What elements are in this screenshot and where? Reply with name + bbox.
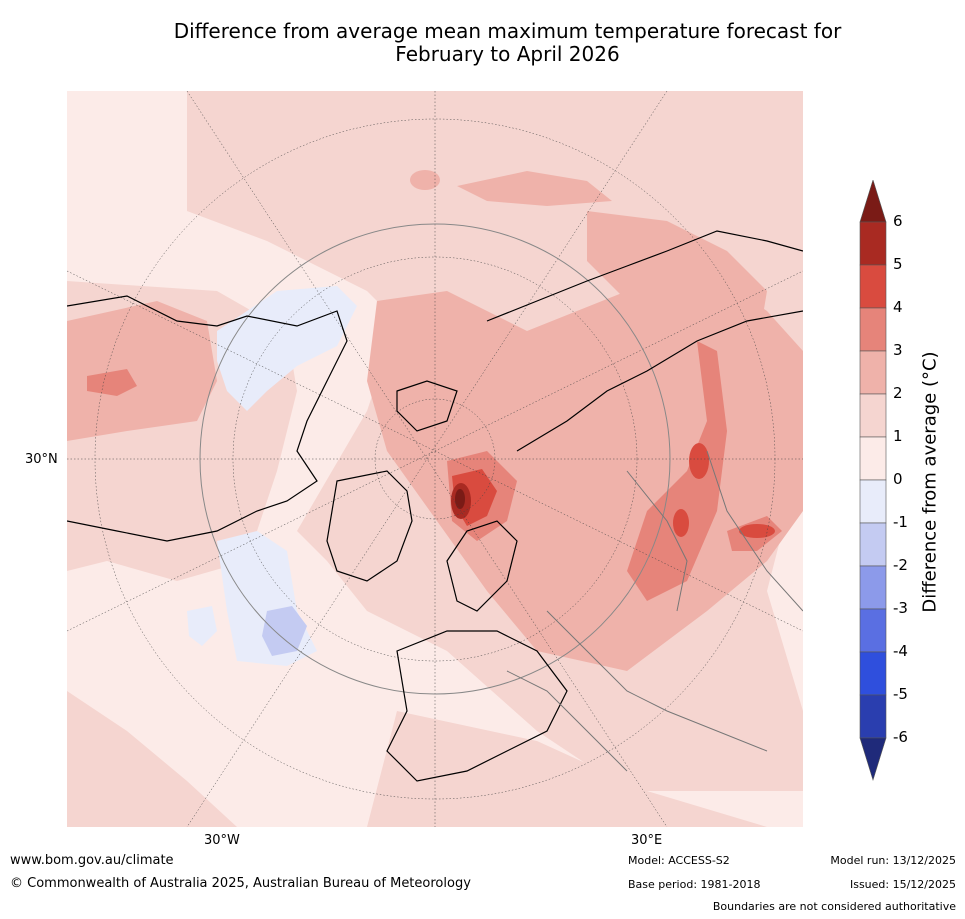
- latitude-30n-circle: [199, 223, 671, 695]
- coastline-north-america: [67, 295, 348, 542]
- colorbar-tick-label: 1: [893, 427, 903, 445]
- colorbar-band: [859, 307, 887, 352]
- footer-copyright: © Commonwealth of Australia 2025, Austra…: [10, 876, 471, 891]
- footer-url: www.bom.gov.au/climate: [10, 853, 174, 868]
- colorbar-band: [859, 608, 887, 653]
- colorbar-band: [859, 694, 887, 739]
- coastline-europe: [386, 630, 568, 782]
- colorbar-tick-label: -1: [893, 513, 908, 531]
- anomaly-zone-neg-1-2: [262, 606, 307, 656]
- title-line-1: Difference from average mean maximum tem…: [173, 19, 842, 43]
- anomaly-zone-2-3-west: [67, 301, 217, 441]
- anomaly-zone-2-3-small: [410, 170, 440, 190]
- colorbar-band: [859, 479, 887, 524]
- anomaly-zone-4-5-east-1: [689, 443, 709, 479]
- anomaly-zone-above-6: [455, 489, 465, 509]
- colorbar-tick-label: 2: [893, 384, 903, 402]
- colorbar-tick-label: 6: [893, 212, 903, 230]
- colorbar-tick-label: -3: [893, 599, 908, 617]
- colorbar-band: [859, 221, 887, 266]
- colorbar-label: Difference from average (°C): [919, 351, 941, 613]
- colorbar-band: [859, 651, 887, 696]
- anomaly-zone-4-5-east-3: [739, 524, 775, 538]
- colorbar-arrow-top: [859, 180, 887, 223]
- anomaly-zone-1-2-southeast: [367, 711, 767, 827]
- colorbar-band: [859, 350, 887, 395]
- colorbar-tick-label: 0: [893, 470, 903, 488]
- colorbar-band: [859, 522, 887, 567]
- anomaly-zone-3-4-west: [87, 369, 137, 396]
- colorbar-band: [859, 393, 887, 438]
- latitude-label-30n: 30°N: [25, 452, 58, 467]
- colorbar-band: [859, 565, 887, 610]
- coastlines: [67, 230, 803, 782]
- footer-issued: Issued: 15/12/2025: [849, 878, 956, 891]
- footer-boundaries-note: Boundaries are not considered authoritat…: [712, 900, 956, 913]
- anomaly-zone-3-4-east: [627, 341, 727, 601]
- colorbar-tick-label: 5: [893, 255, 903, 273]
- anomaly-zone-2-3-arctic: [367, 271, 803, 671]
- colorbar-tick-label: -6: [893, 728, 908, 746]
- colorbar-tick-label: 4: [893, 298, 903, 316]
- longitude-label-30e: 30°E: [631, 833, 663, 848]
- footer-base-period: Base period: 1981-2018: [628, 878, 761, 891]
- anomaly-zone-4-5-east-2: [673, 509, 689, 537]
- colorbar-tick-label: 3: [893, 341, 903, 359]
- colorbar-tick-label: -5: [893, 685, 908, 703]
- coastline-siberia: [486, 230, 803, 322]
- chart-title: Difference from average mean maximum tem…: [60, 20, 955, 66]
- forecast-map: [67, 91, 803, 827]
- colorbar-band: [859, 436, 887, 481]
- colorbar-arrow-bottom: [859, 737, 887, 782]
- anomaly-zone-1-2-south: [67, 691, 237, 827]
- coastline-greenland: [326, 470, 413, 582]
- colorbar-tick-label: -4: [893, 642, 908, 660]
- anomaly-zone-neg-0-1-small: [187, 606, 217, 646]
- footer-model: Model: ACCESS-S2: [628, 854, 730, 867]
- coastline-arctic-islands: [396, 380, 458, 432]
- footer-model-run: Model run: 13/12/2025: [830, 854, 956, 867]
- graticule: [67, 91, 803, 827]
- title-line-2: February to April 2026: [395, 42, 620, 66]
- longitude-label-30w: 30°W: [204, 833, 240, 848]
- colorbar-tick-label: -2: [893, 556, 908, 574]
- colorbar: [859, 180, 887, 782]
- coastline-asia: [516, 310, 803, 452]
- colorbar-band: [859, 264, 887, 309]
- coastline-scandinavia: [446, 520, 518, 612]
- anomaly-zone-2-3-siberia: [587, 211, 767, 351]
- country-borders: [506, 450, 803, 772]
- anomaly-zone-2-3-north-strip: [457, 171, 612, 206]
